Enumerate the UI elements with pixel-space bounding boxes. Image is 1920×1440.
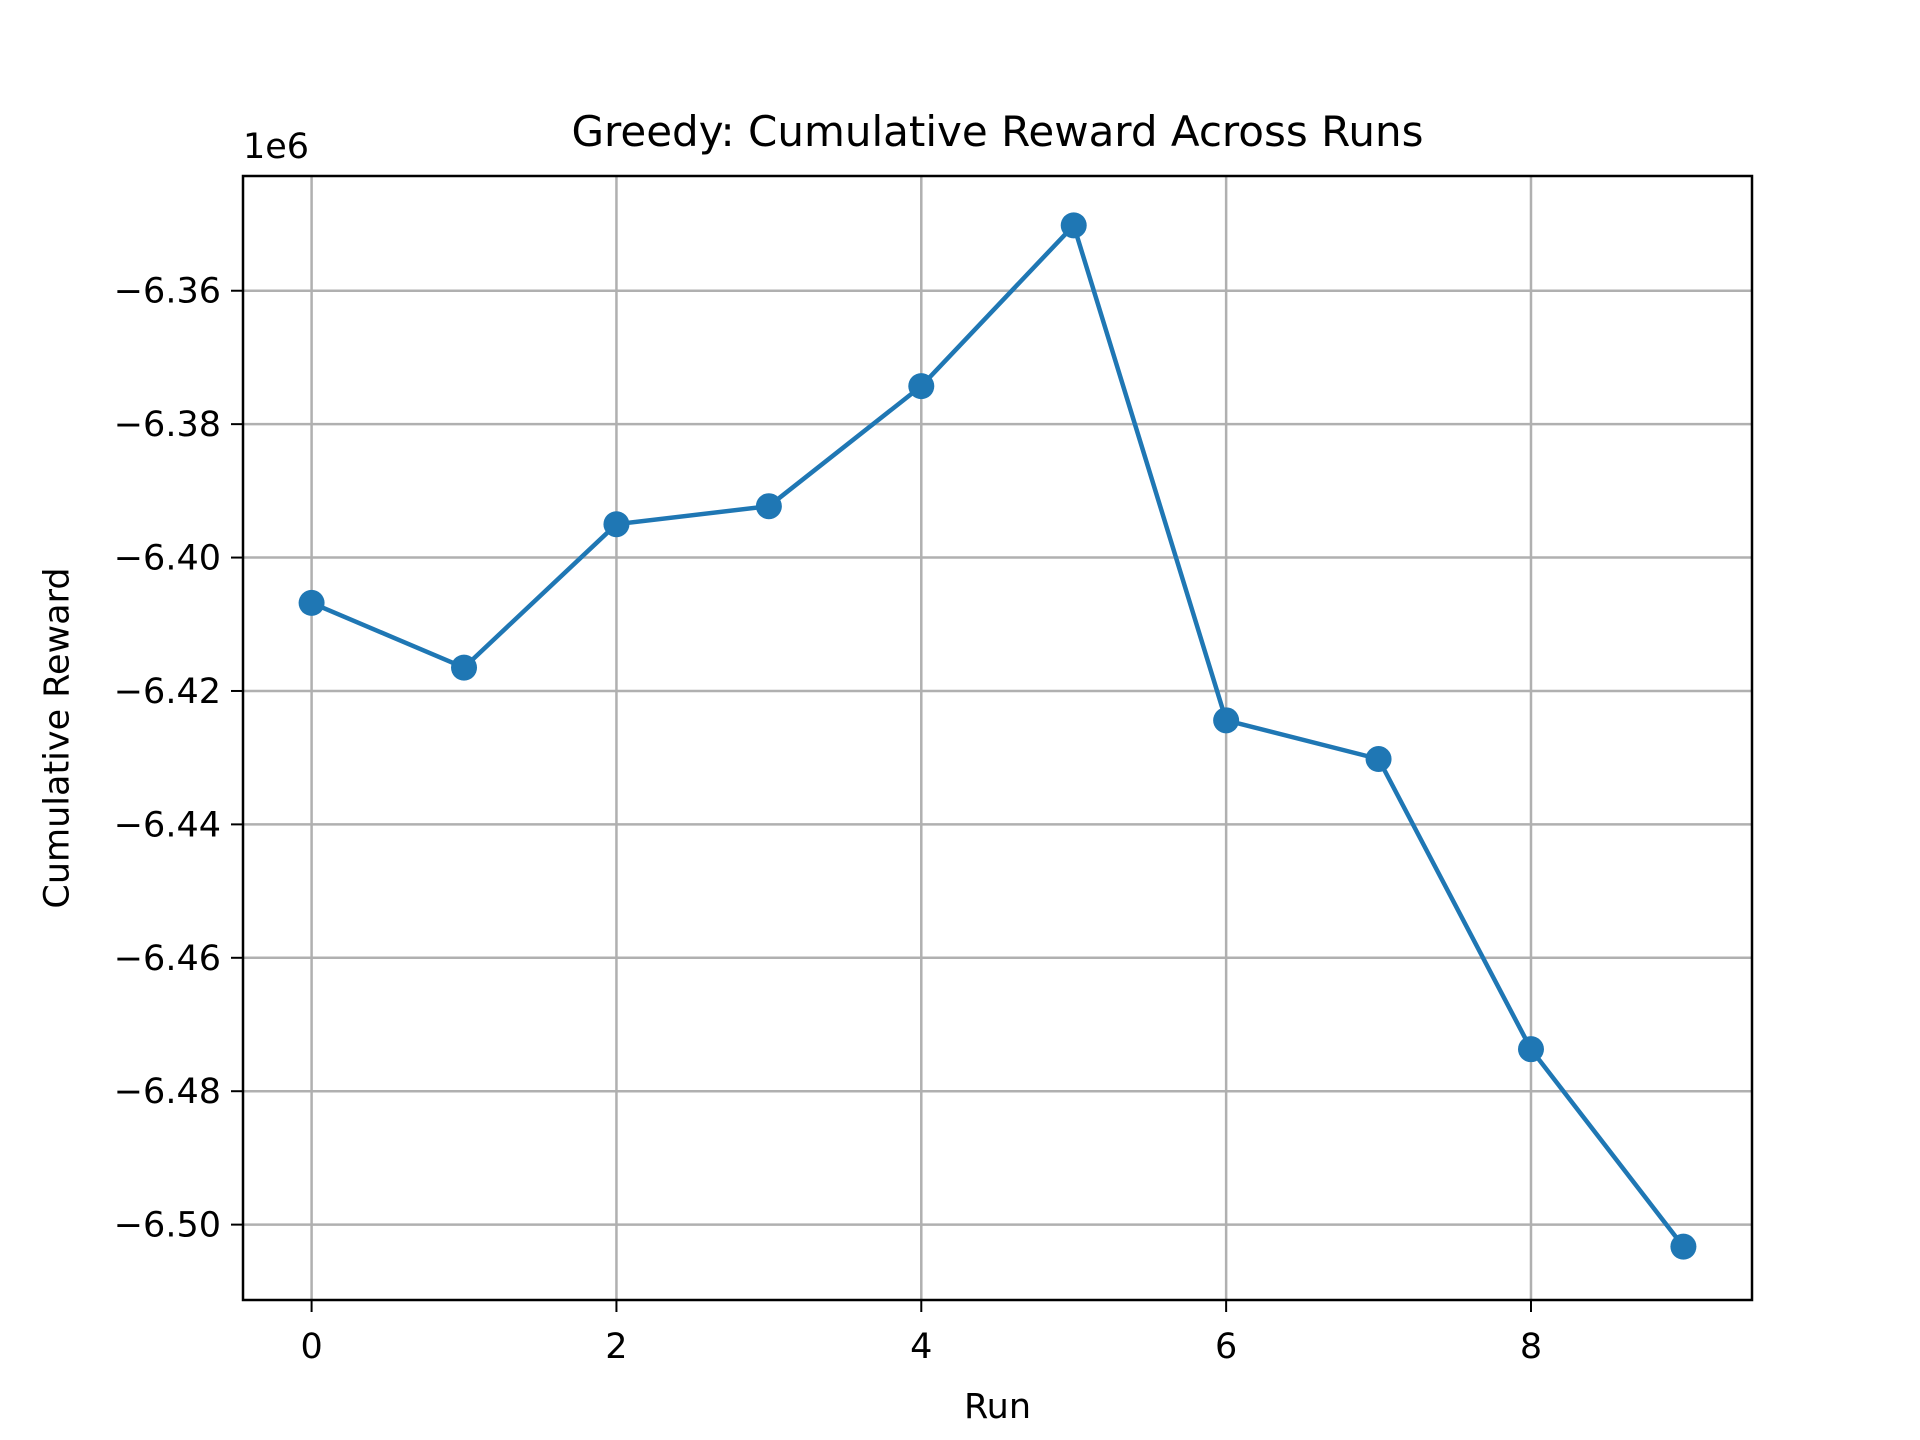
y-axis-label: Cumulative Reward <box>37 567 77 908</box>
x-tick-label: 2 <box>605 1327 627 1367</box>
data-point <box>603 511 630 538</box>
y-tick-label: −6.42 <box>114 672 221 712</box>
x-tick-label: 6 <box>1215 1327 1237 1367</box>
axis-ticks: 0 2 4 6 8 −6.36 −6.38 −6.40 −6.42 −6.44 −6.46 −6.48… <box>114 272 1542 1367</box>
data-point <box>1517 1036 1544 1063</box>
data-point <box>1365 746 1392 773</box>
grid <box>243 176 1752 1300</box>
data-point <box>1670 1233 1697 1260</box>
series-line <box>310 223 1686 1248</box>
y-offset-text: 1e6 <box>243 127 309 167</box>
y-tick-label: −6.44 <box>114 805 221 845</box>
data-series <box>298 212 1697 1260</box>
y-tick-label: −6.36 <box>114 272 221 312</box>
y-tick-label: −6.50 <box>114 1206 221 1246</box>
data-point <box>755 493 782 520</box>
y-tick-label: −6.40 <box>114 539 221 579</box>
plot-frame <box>241 174 1754 1302</box>
x-tick-label: 8 <box>1520 1327 1542 1367</box>
x-tick-label: 4 <box>910 1327 932 1367</box>
data-point <box>451 654 478 681</box>
x-tick-label: 0 <box>300 1327 322 1367</box>
chart-title: Greedy: Cumulative Reward Across Runs <box>571 107 1423 156</box>
x-axis-label: Run <box>964 1387 1031 1427</box>
data-point <box>1213 707 1240 734</box>
data-point <box>908 373 935 400</box>
y-tick-label: −6.46 <box>114 939 221 979</box>
data-point <box>298 589 325 616</box>
y-tick-label: −6.38 <box>114 405 221 445</box>
data-point <box>1060 212 1087 239</box>
y-tick-label: −6.48 <box>114 1072 221 1112</box>
